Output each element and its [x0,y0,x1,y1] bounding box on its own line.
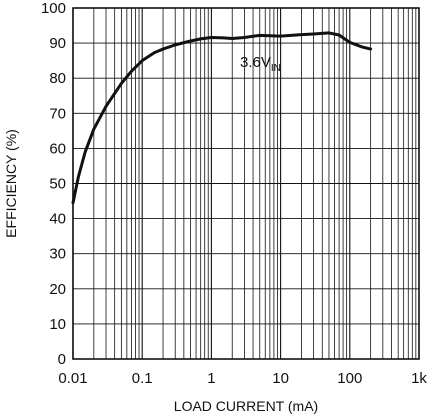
x-tick-label: 0.1 [132,370,153,387]
y-tick-label: 10 [49,316,66,333]
plot-frame [72,7,420,360]
x-tick-label: 100 [337,370,362,387]
x-tick-label: 0.01 [58,370,87,387]
x-tick-label: 10 [272,370,289,387]
y-tick-label: 40 [49,211,66,228]
y-axis-label: EFFICIENCY (%) [3,129,19,238]
y-tick-label: 80 [49,70,66,87]
y-tick-label: 90 [49,35,66,52]
annotation-main: 3.6V [240,54,271,71]
y-tick-label: 70 [49,105,66,122]
x-tick-label: 1k [411,370,427,387]
x-axis-label: LOAD CURRENT (mA) [174,398,318,414]
y-tick-label: 0 [58,351,66,368]
x-tick-labels: 0.01 0.1 1 10 100 1k [58,370,427,387]
y-tick-label: 100 [41,0,66,17]
series-line [71,31,373,205]
y-tick-label: 50 [49,176,66,193]
y-tick-label: 20 [49,281,66,298]
y-tick-labels: 0 10 20 30 40 50 60 70 80 90 100 [41,0,66,368]
y-tick-label: 30 [49,246,66,263]
annotation-subscript: IN [271,63,281,74]
grid [72,7,419,360]
y-tick-label: 60 [49,140,66,157]
series-annotation: 3.6VIN [240,54,281,74]
x-tick-label: 1 [207,370,215,387]
